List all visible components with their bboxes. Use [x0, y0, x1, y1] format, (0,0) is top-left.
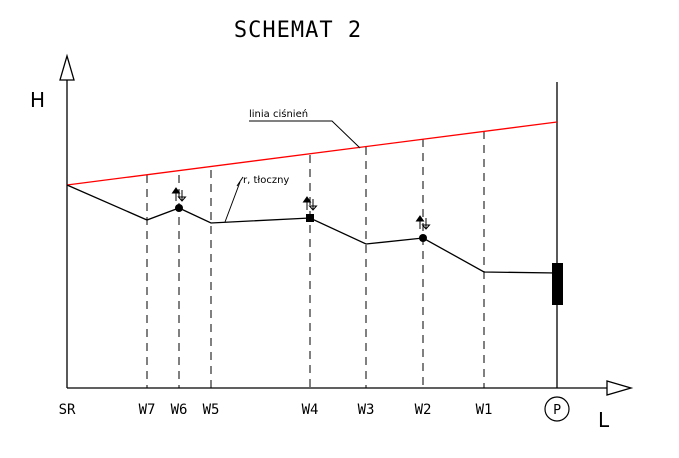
y-axis-arrow-icon [59, 53, 75, 81]
y-axis [59, 53, 75, 388]
pipe-label: r, tłoczny [243, 175, 289, 186]
station-label-w1: W1 [476, 402, 493, 418]
pump-block [552, 263, 563, 305]
station-label-w6: W6 [171, 402, 188, 418]
valve-symbol-w6-icon [171, 187, 187, 202]
x-axis [67, 380, 634, 396]
pressure-line-leader [249, 120, 361, 149]
valve-symbol-w2-icon [415, 215, 431, 230]
pipe-label-leader-tick [236, 176, 244, 187]
diagram-title: SCHEMAT 2 [234, 18, 362, 43]
station-label-w3: W3 [358, 402, 375, 418]
station-label-w7: W7 [139, 402, 156, 418]
y-axis-label: H [30, 88, 45, 112]
node-w6 [175, 204, 183, 212]
pressure-line-label: linia ciśnień [249, 108, 308, 120]
pump-label-circle [544, 396, 570, 422]
station-label-w2: W2 [415, 402, 432, 418]
station-label-w4: W4 [302, 402, 319, 418]
x-axis-label: L [598, 408, 610, 432]
x-axis-arrow-icon [606, 380, 634, 396]
valve-symbol-w4-icon [302, 196, 318, 211]
station-label-w5: W5 [203, 402, 220, 418]
node-w2 [419, 234, 427, 242]
node-w4 [306, 214, 314, 222]
station-dashed-lines [146, 131, 485, 388]
pump-label: P [553, 403, 561, 418]
pressure-line [66, 121, 558, 186]
station-label-sr: SR [59, 402, 76, 418]
pipe-label-leader [224, 181, 241, 223]
